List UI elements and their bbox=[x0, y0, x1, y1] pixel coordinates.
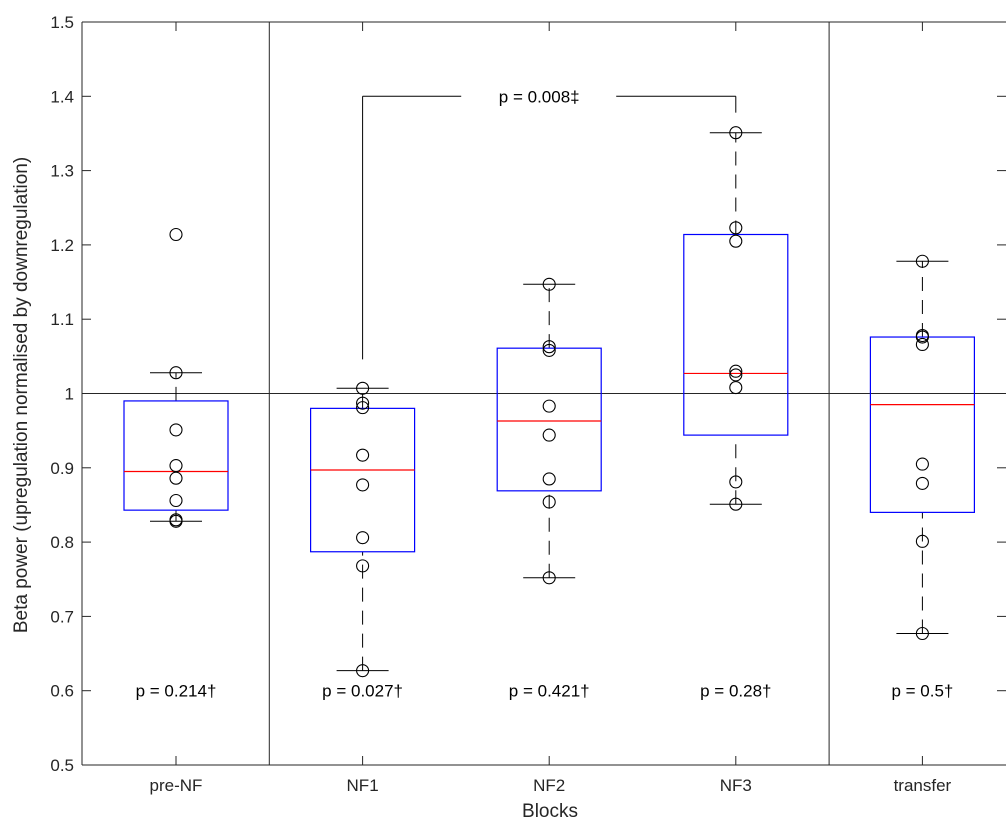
data-point bbox=[915, 330, 929, 344]
p-value-label: p = 0.421† bbox=[509, 682, 590, 701]
data-point bbox=[356, 559, 370, 573]
iqr-box bbox=[123, 400, 229, 511]
y-tick-label: 1.5 bbox=[50, 13, 74, 32]
y-tick-label: 0.5 bbox=[50, 756, 74, 775]
data-point bbox=[915, 476, 929, 490]
data-point bbox=[729, 475, 743, 489]
iqr-box bbox=[496, 347, 602, 492]
data-point bbox=[729, 234, 743, 248]
chart-points-layer bbox=[169, 126, 929, 678]
chart-lines-layer bbox=[82, 22, 1006, 765]
y-tick-label: 0.8 bbox=[50, 533, 74, 552]
y-axis-title: Beta power (upregulation normalised by d… bbox=[11, 157, 32, 633]
p-value-label: p = 0.5† bbox=[891, 682, 953, 701]
iqr-box bbox=[869, 336, 976, 513]
x-tick-label: transfer bbox=[894, 776, 952, 795]
data-point bbox=[356, 531, 370, 545]
p-value-label: p = 0.027† bbox=[322, 682, 403, 701]
box-nf2 bbox=[496, 283, 602, 579]
iqr-box bbox=[683, 233, 789, 436]
data-point bbox=[169, 366, 183, 380]
x-tick-label: NF1 bbox=[347, 776, 379, 795]
x-tick-label: pre-NF bbox=[150, 776, 203, 795]
chart-axes-layer: 0.5 0.6 0.7 0.8 0.9 1 1.1 1.2 1.3 1.4 1.5 pre-NF NF1… bbox=[50, 13, 1006, 795]
iqr-box bbox=[310, 407, 416, 553]
p-value-label: p = 0.214† bbox=[136, 682, 217, 701]
data-point bbox=[356, 401, 370, 415]
box-nf1 bbox=[310, 387, 416, 672]
data-point bbox=[356, 396, 370, 410]
y-tick-label: 0.6 bbox=[50, 682, 74, 701]
y-tick-label: 1.2 bbox=[50, 236, 74, 255]
data-point bbox=[915, 626, 929, 641]
x-tick-label: NF3 bbox=[720, 776, 752, 795]
y-tick-label: 0.7 bbox=[50, 607, 74, 626]
data-point bbox=[729, 221, 743, 235]
data-point bbox=[356, 478, 370, 492]
data-point bbox=[542, 428, 556, 442]
data-point bbox=[169, 514, 183, 528]
x-axis-title: Blocks bbox=[522, 801, 578, 822]
chart-boxes-layer bbox=[123, 132, 976, 672]
data-point bbox=[542, 343, 556, 357]
box-pre-nf bbox=[123, 372, 229, 522]
y-tick-label: 1.3 bbox=[50, 162, 74, 181]
data-point bbox=[915, 534, 929, 548]
data-point bbox=[542, 340, 556, 354]
box-transfer bbox=[869, 260, 976, 634]
data-point bbox=[169, 471, 183, 485]
data-point bbox=[729, 368, 743, 382]
data-point bbox=[169, 227, 183, 242]
data-point bbox=[169, 459, 183, 473]
data-point bbox=[169, 423, 183, 437]
comparison-p-value-label: p = 0.008‡ bbox=[499, 87, 580, 106]
data-point bbox=[169, 493, 183, 508]
data-point bbox=[356, 448, 370, 462]
x-tick-label: NF2 bbox=[533, 776, 565, 795]
data-point bbox=[542, 399, 556, 413]
y-tick-label: 0.9 bbox=[50, 459, 74, 478]
y-tick-label: 1.4 bbox=[50, 87, 74, 106]
data-point bbox=[915, 254, 929, 268]
y-tick-label: 1.1 bbox=[50, 310, 74, 329]
p-value-label: p = 0.28† bbox=[700, 682, 771, 701]
data-point bbox=[915, 457, 929, 471]
chart-text-layer: p = 0.214† p = 0.027† p = 0.421† p = 0.28† p… bbox=[136, 87, 954, 700]
box-nf3 bbox=[683, 132, 789, 505]
data-point bbox=[542, 277, 556, 291]
comparison-bracket bbox=[362, 95, 737, 360]
data-point bbox=[542, 571, 556, 585]
data-point bbox=[729, 381, 743, 395]
data-point bbox=[915, 337, 929, 352]
data-point bbox=[729, 497, 743, 511]
data-point bbox=[356, 381, 370, 395]
data-point bbox=[729, 364, 743, 378]
data-point bbox=[729, 126, 743, 140]
y-tick-label: 1 bbox=[65, 385, 74, 404]
data-point bbox=[356, 664, 370, 678]
data-point bbox=[542, 495, 556, 509]
data-point bbox=[542, 472, 556, 486]
